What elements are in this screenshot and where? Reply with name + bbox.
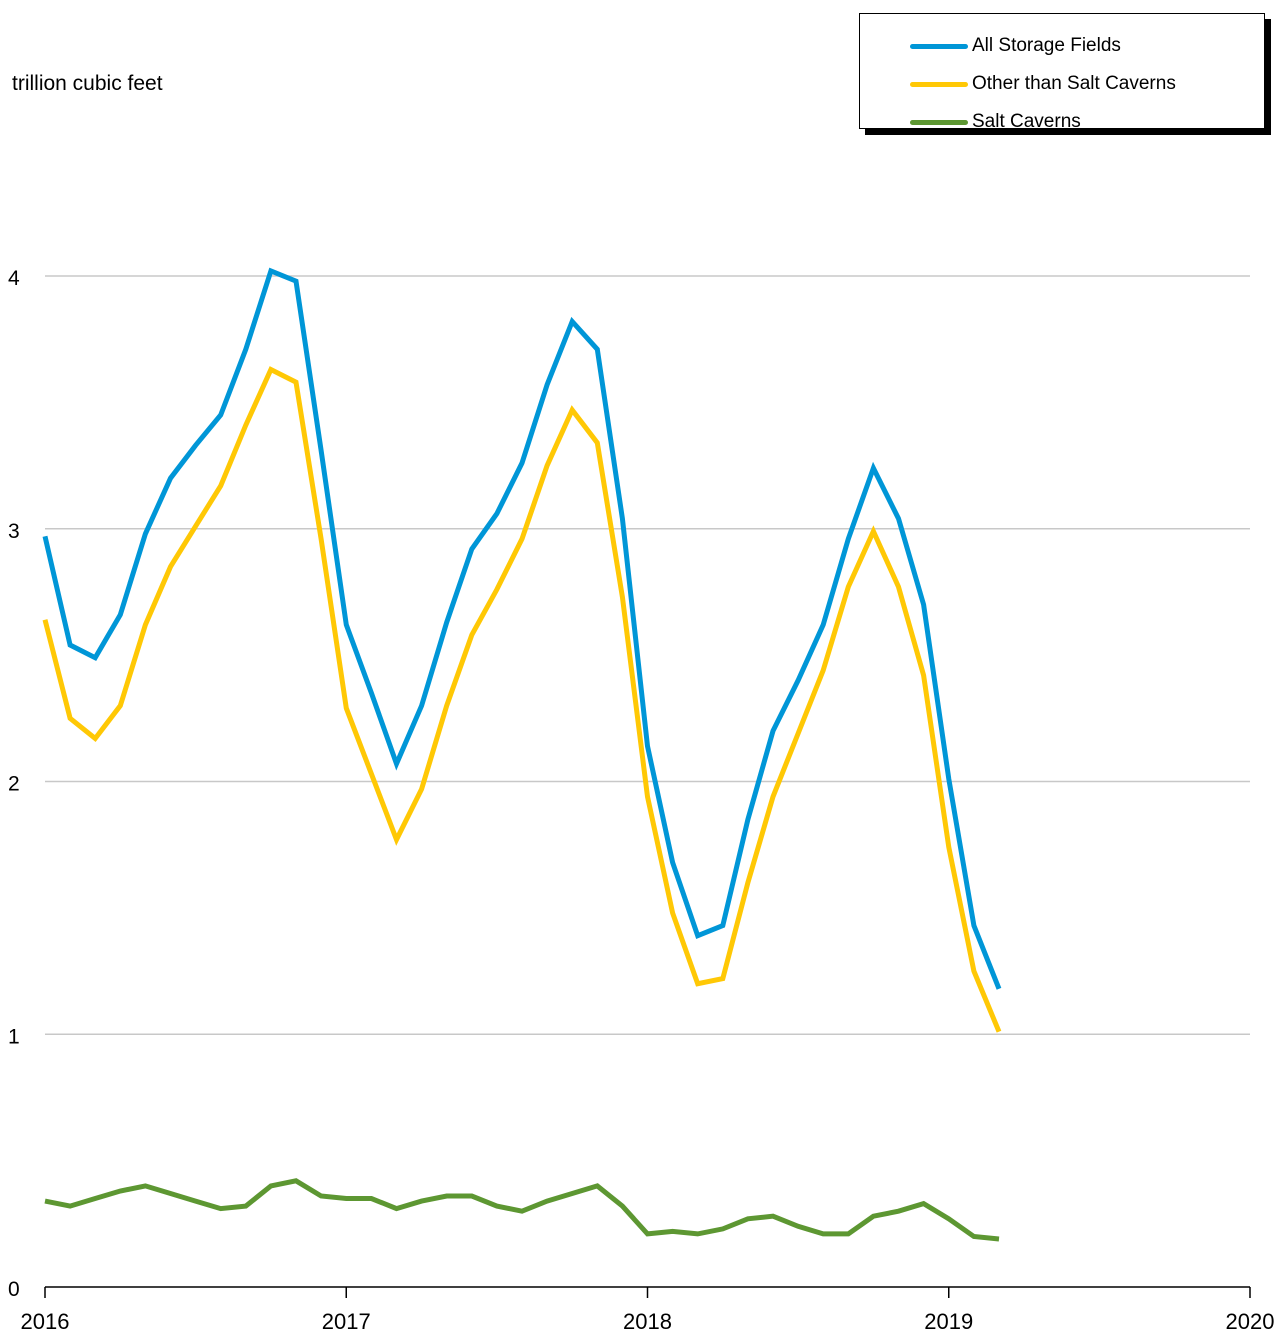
- legend-label: Other than Salt Caverns: [972, 73, 1176, 94]
- legend-item-salt-caverns: Salt Caverns: [910, 110, 1081, 134]
- series-lines: [42, 267, 1002, 1242]
- tick-labels: 0 1 2 3 4 2016 2017 2018 2019 2020: [8, 267, 1274, 1334]
- legend-swatch-all-storage-fields: [910, 43, 968, 49]
- series-line-all-storage-fields: [42, 267, 1002, 990]
- x-tick-label: 2018: [623, 1309, 672, 1334]
- legend-item-other-than-salt-caverns: Other than Salt Caverns: [910, 72, 1176, 96]
- y-tick-label: 1: [8, 1025, 20, 1048]
- series-line-salt-caverns: [44, 1178, 1000, 1242]
- legend-item-all-storage-fields: All Storage Fields: [910, 34, 1121, 58]
- legend-swatch-salt-caverns: [910, 119, 968, 125]
- y-axis-unit-label: trillion cubic feet: [12, 72, 163, 95]
- legend: All Storage Fields Other than Salt Caver…: [859, 13, 1265, 132]
- x-axis: [44, 1286, 1251, 1298]
- x-tick-label: 2017: [322, 1309, 371, 1334]
- series-line-other-than-salt-caverns: [42, 366, 1002, 1033]
- legend-swatch-other-than-salt-caverns: [910, 81, 968, 87]
- legend-label: Salt Caverns: [972, 111, 1081, 132]
- legend-label: All Storage Fields: [972, 35, 1121, 56]
- y-tick-label: 2: [8, 773, 20, 796]
- x-tick-label: 2019: [924, 1309, 973, 1334]
- gridlines: [45, 275, 1250, 1035]
- y-tick-label: 3: [8, 520, 20, 543]
- y-tick-label: 0: [8, 1278, 20, 1301]
- y-tick-label: 4: [8, 267, 20, 290]
- x-tick-label: 2020: [1226, 1309, 1275, 1334]
- x-tick-label: 2016: [21, 1309, 70, 1334]
